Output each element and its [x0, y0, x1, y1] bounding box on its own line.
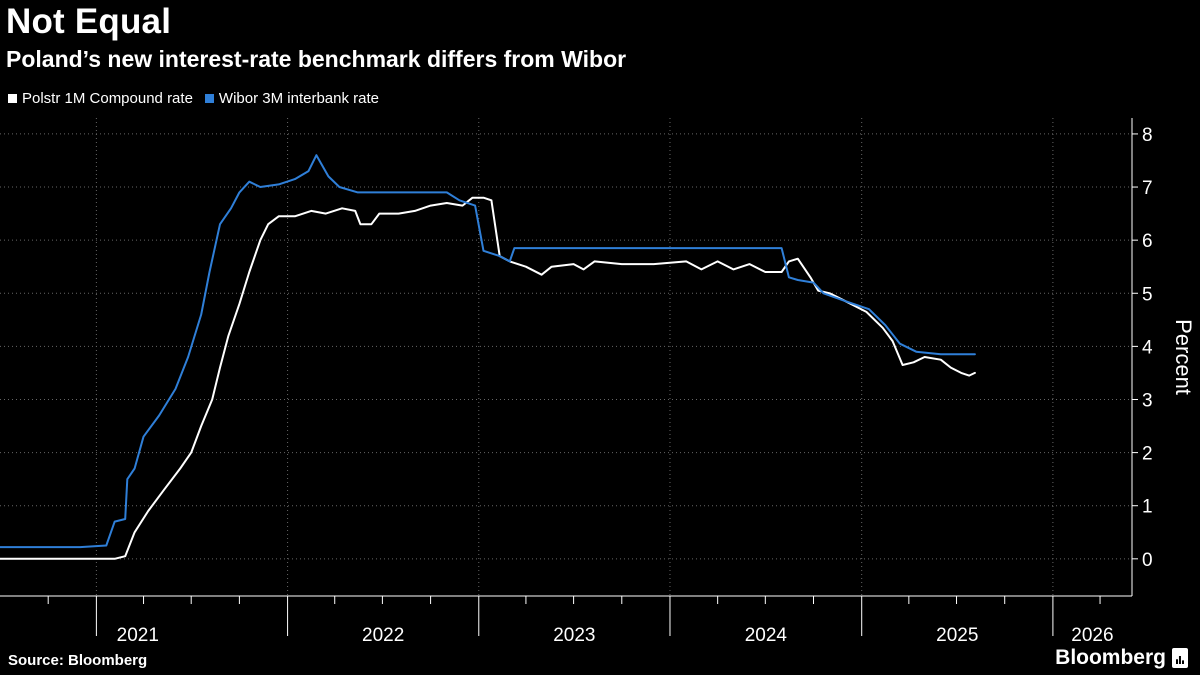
brand-name: Bloomberg	[1055, 646, 1166, 669]
legend-item-wibor: Wibor 3M interbank rate	[204, 90, 379, 107]
legend-swatch-wibor	[204, 94, 214, 103]
chart-title: Not Equal	[6, 2, 172, 41]
chart-subtitle: Poland’s new interest-rate benchmark dif…	[6, 46, 627, 72]
x-year-label: 2024	[745, 625, 788, 646]
x-year-label: 2022	[362, 625, 404, 646]
y-tick-label: 5	[1142, 284, 1153, 305]
legend-label-wibor: Wibor 3M interbank rate	[218, 90, 379, 107]
source-note: Source: Bloomberg	[8, 652, 148, 669]
x-year-label: 2021	[117, 625, 159, 646]
legend-label-polstr: Polstr 1M Compound rate	[22, 90, 193, 107]
y-axis-title: Percent	[1171, 319, 1196, 395]
y-tick-label: 2	[1142, 444, 1153, 465]
legend-item-polstr: Polstr 1M Compound rate	[8, 90, 193, 107]
y-tick-label: 0	[1142, 550, 1153, 571]
bloomberg-logo: Bloomberg	[1055, 646, 1188, 670]
x-year-label: 2026	[1071, 625, 1113, 646]
y-tick-label: 4	[1142, 337, 1153, 358]
series-line-wibor	[0, 154, 976, 549]
legend-swatch-polstr	[8, 94, 17, 103]
y-tick-label: 1	[1142, 497, 1153, 518]
x-year-label: 2023	[553, 625, 595, 646]
bloomberg-chart-icon	[1172, 648, 1188, 668]
y-tick-label: 8	[1142, 125, 1153, 146]
legend: Polstr 1M Compound rate Wibor 3M interba…	[8, 90, 391, 107]
y-tick-label: 3	[1142, 390, 1153, 411]
y-tick-label: 6	[1142, 231, 1153, 252]
x-year-label: 2025	[936, 625, 978, 646]
y-tick-label: 7	[1142, 178, 1153, 199]
